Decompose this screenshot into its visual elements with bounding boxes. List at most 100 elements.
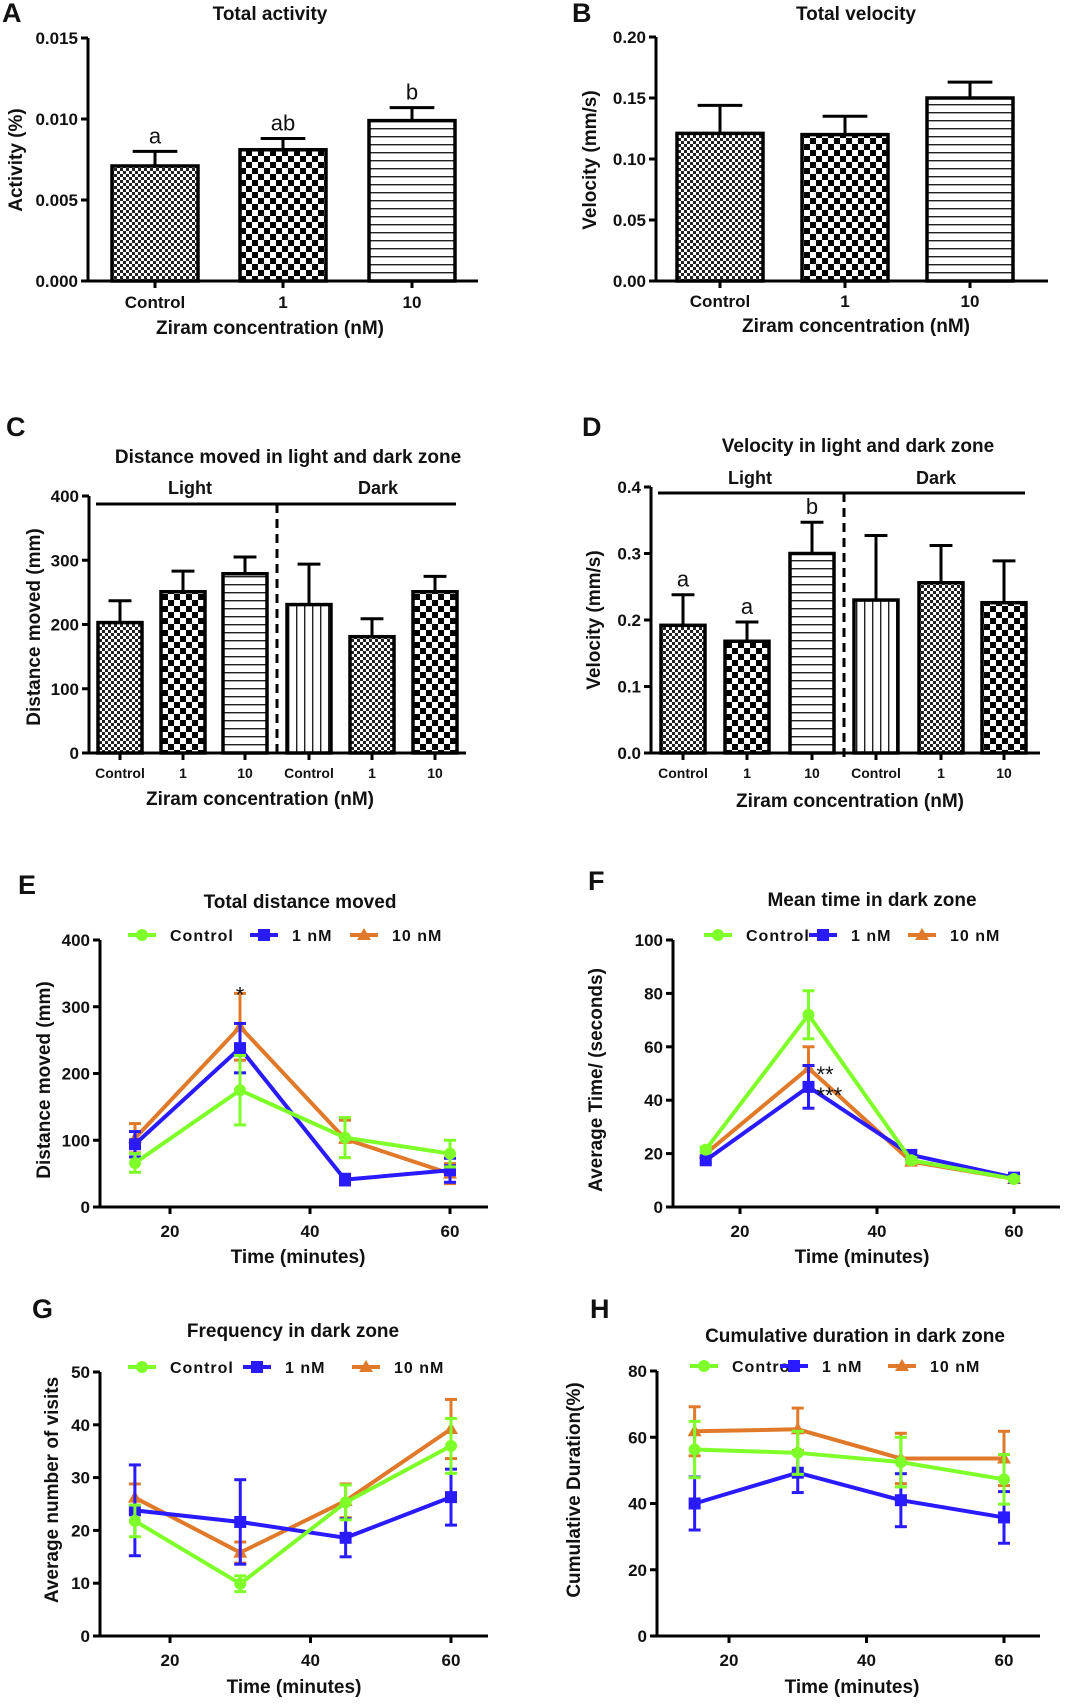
y-tick-label: 80	[628, 1362, 647, 1381]
y-tick-label: 300	[51, 551, 79, 570]
marker-circle	[136, 1361, 148, 1373]
series-10-nm	[698, 1045, 1021, 1184]
legend-label: 1 nM	[822, 1359, 862, 1376]
marker-square	[802, 1080, 815, 1093]
legend-item-control: Control	[690, 1359, 795, 1376]
y-tick-label: 0	[638, 1627, 647, 1646]
series-control	[699, 989, 1020, 1185]
y-tick-label: 0	[81, 1198, 90, 1217]
legend-label: 1 nM	[292, 928, 332, 945]
panel-b: Total velocity Velocity (mm/s) Ziram conce…	[580, 4, 1048, 337]
significance-letter: a	[149, 123, 162, 148]
y-tick-label: 100	[635, 931, 663, 950]
legend-label: 1 nM	[285, 1360, 325, 1377]
legend-item-control: Control	[128, 1360, 233, 1377]
x-tick-label: 60	[442, 1651, 461, 1670]
significance-letter: b	[406, 80, 418, 105]
legend-item-control: Control	[704, 928, 810, 945]
y-tick-label: 20	[628, 1561, 647, 1580]
bar-6	[411, 589, 459, 755]
marker-square	[258, 929, 270, 941]
x-category-label: 1	[368, 765, 376, 781]
y-axis-label: Velocity (mm/s)	[584, 550, 605, 689]
x-category-label: 1	[179, 765, 187, 781]
marker-circle	[998, 1473, 1010, 1486]
bar-5	[917, 581, 965, 755]
legend-item-1-nm: 1 nM	[250, 928, 332, 945]
legend-label: Control	[746, 928, 810, 945]
y-tick-label: 0.015	[35, 29, 78, 48]
y-tick-label: 0.010	[35, 110, 78, 129]
series-1-nm	[699, 1063, 1020, 1184]
y-tick-label: 0.0	[617, 744, 641, 763]
bar-1	[110, 164, 200, 283]
bar-2	[238, 148, 328, 283]
panel-c: Distance moved in light and dark zone Dis…	[24, 447, 466, 810]
x-tick-label: 60	[441, 1222, 460, 1241]
x-tick-label: 40	[301, 1651, 320, 1670]
y-tick-label: 0.10	[613, 150, 646, 169]
marker-circle	[699, 1143, 712, 1156]
marker-circle	[688, 1443, 701, 1456]
y-tick-label: 20	[71, 1521, 90, 1540]
x-category-label: 10	[403, 293, 422, 312]
bar-3	[367, 118, 457, 283]
marker-triangle	[359, 1360, 373, 1372]
panel-letter-a: A	[2, 0, 22, 28]
bar-6	[980, 600, 1028, 755]
y-axis-label: Velocity (mm/s)	[580, 90, 601, 229]
legend-item-1-nm: 1 nM	[780, 1359, 862, 1376]
legend-item-control: Control	[128, 928, 234, 945]
group-label-dark: Dark	[358, 478, 399, 498]
y-tick-label: 200	[62, 1065, 90, 1084]
bar-2	[723, 639, 771, 755]
panel-a: Total activity Activity (%) Ziram concentr…	[6, 4, 478, 339]
series-10-nm	[128, 991, 457, 1186]
chart-title: Velocity in light and dark zone	[722, 436, 994, 457]
x-axis-label: Time (minutes)	[795, 1247, 930, 1268]
y-tick-label: 200	[51, 616, 79, 635]
bar-2	[800, 132, 890, 283]
series-line	[134, 1495, 452, 1540]
x-category-label: 10	[961, 292, 980, 311]
y-axis-label: Average number of visits	[42, 1377, 63, 1603]
x-tick-label: 20	[161, 1651, 180, 1670]
y-tick-label: 50	[71, 1363, 90, 1382]
marker-circle	[791, 1446, 804, 1459]
x-category-label: Control	[658, 765, 708, 781]
legend-label: 1 nM	[851, 928, 891, 945]
series-line	[694, 1470, 1005, 1520]
marker-triangle	[915, 928, 929, 940]
marker-circle	[712, 929, 724, 941]
marker-square	[129, 1138, 141, 1151]
series-line	[133, 1444, 452, 1587]
marker-circle	[339, 1496, 352, 1509]
y-tick-label: 30	[71, 1469, 90, 1488]
group-label-light: Light	[728, 468, 772, 488]
legend-label: 10 nM	[394, 1360, 444, 1377]
y-tick-label: 0.4	[617, 478, 641, 497]
y-tick-label: 40	[71, 1416, 90, 1435]
x-category-label: 10	[804, 765, 820, 781]
marker-square	[998, 1511, 1010, 1524]
legend-label: 10 nM	[392, 928, 442, 945]
y-tick-label: 100	[62, 1131, 90, 1150]
y-tick-label: 20	[644, 1145, 663, 1164]
y-tick-label: 0.3	[617, 545, 641, 564]
marker-circle	[802, 1008, 815, 1021]
x-tick-label: 20	[161, 1222, 180, 1241]
x-axis-label: Ziram concentration (nM)	[156, 318, 384, 339]
chart-title: Total activity	[213, 4, 328, 25]
series-line	[133, 1427, 453, 1555]
marker-square	[688, 1497, 701, 1510]
chart-title: Total distance moved	[204, 892, 397, 913]
marker-circle	[698, 1360, 710, 1372]
series-1-nm	[688, 1451, 1010, 1545]
x-category-label: Control	[284, 765, 334, 781]
legend-label: Control	[170, 928, 234, 945]
legend-item-10-nm: 10 nM	[352, 1360, 444, 1377]
x-tick-label: 40	[868, 1222, 887, 1241]
x-category-label: 1	[278, 293, 287, 312]
series-line	[133, 1023, 451, 1176]
marker-circle	[905, 1154, 918, 1167]
